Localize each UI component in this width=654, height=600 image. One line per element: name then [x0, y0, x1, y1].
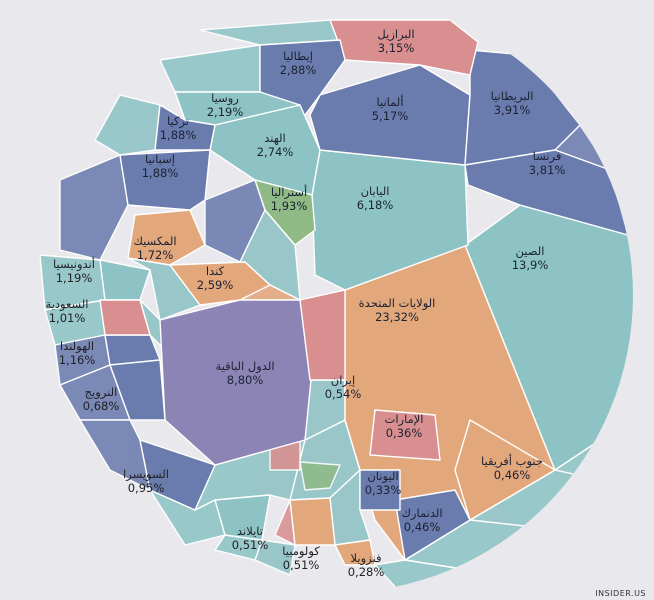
- cell-spain: [119, 149, 211, 211]
- label-value-rest: 8,80%: [227, 373, 264, 387]
- label-value-australia: 1,93%: [271, 199, 308, 213]
- label-value-venezuela: 0,28%: [348, 565, 385, 579]
- label-value-colombia: 0,51%: [283, 558, 320, 572]
- label-value-thailand: 0,51%: [232, 538, 269, 552]
- watermark: INSIDER.US: [595, 589, 646, 598]
- cell-venezuela: [334, 539, 376, 566]
- label-value-mexico: 1,72%: [137, 248, 174, 262]
- label-name-venezuela: فنزويلا: [351, 551, 382, 566]
- label-value-uk: 3,91%: [494, 103, 531, 117]
- label-name-canada: كندا: [206, 264, 225, 278]
- label-name-brazil: البرازيل: [377, 27, 414, 42]
- label-name-spain: إسبانيا: [145, 152, 175, 166]
- cell-greece: [359, 469, 401, 511]
- label-name-russia: روسيا: [211, 91, 239, 106]
- label-name-netherlands: الهولندا: [60, 339, 94, 354]
- label-value-switzerland: 0,95%: [128, 481, 165, 495]
- cell-colombia: [289, 497, 336, 546]
- label-value-usa: 23,32%: [375, 310, 419, 324]
- label-value-indonesia: 1,19%: [56, 271, 93, 285]
- cell-uae: [369, 409, 441, 461]
- cell-mexico: [127, 209, 206, 266]
- cell-russia: [174, 91, 301, 126]
- label-value-india: 2,74%: [257, 145, 294, 159]
- label-name-germany: ألمانيا: [376, 94, 403, 109]
- label-name-france: فرنسا: [533, 149, 562, 164]
- cell-turkey: [154, 104, 216, 151]
- filler-cell-17: [374, 559, 501, 593]
- label-name-colombia: كولومبيا: [282, 544, 320, 559]
- label-value-saudi: 1,01%: [49, 311, 86, 325]
- label-value-southafrica: 0,46%: [494, 468, 531, 482]
- label-value-germany: 5,17%: [372, 109, 409, 123]
- label-value-brazil: 3,15%: [378, 41, 415, 55]
- label-name-china: الصين: [516, 244, 545, 259]
- filler-cell-0: [59, 154, 129, 261]
- label-value-norway: 0,68%: [83, 399, 120, 413]
- label-name-iran: إيران: [331, 373, 355, 388]
- cell-norway: [109, 359, 166, 421]
- label-value-italy: 2,88%: [280, 63, 317, 77]
- label-value-uae: 0,36%: [386, 426, 423, 440]
- cell-switzerland: [139, 439, 216, 511]
- label-value-japan: 6,18%: [357, 198, 394, 212]
- label-name-indonesia: أندونيسيا: [53, 256, 95, 272]
- label-name-italy: إيطاليا: [283, 49, 313, 63]
- label-name-southafrica: جنوب أفريقيا: [481, 453, 543, 469]
- label-value-russia: 2,19%: [207, 105, 244, 119]
- label-name-greece: اليونان: [367, 469, 398, 484]
- cell-iran: [299, 289, 346, 381]
- label-value-spain: 1,88%: [142, 166, 179, 180]
- label-value-netherlands: 1,16%: [59, 353, 96, 367]
- label-name-uae: الإمارات: [385, 412, 424, 427]
- label-value-greece: 0,33%: [365, 483, 402, 497]
- cell-thailand: [214, 494, 271, 541]
- filler-cell-32: [299, 461, 341, 491]
- label-name-australia: أستراليا: [271, 184, 307, 200]
- label-name-japan: اليابان: [361, 184, 390, 198]
- label-name-norway: النرويج: [85, 385, 118, 400]
- label-name-thailand: تايلاند: [237, 524, 263, 538]
- label-name-switzerland: السويسرا: [123, 467, 169, 482]
- label-value-turkey: 1,88%: [160, 128, 197, 142]
- label-value-canada: 2,59%: [197, 278, 234, 292]
- cell-australia: [254, 179, 316, 246]
- cell-denmark: [394, 489, 471, 561]
- label-name-india: الهند: [264, 131, 286, 145]
- cell-canada: [169, 261, 271, 306]
- label-value-denmark: 0,46%: [404, 520, 441, 534]
- label-name-uk: البريطانيا: [491, 89, 534, 104]
- label-name-rest: الدول الباقية: [215, 359, 274, 374]
- cells-layer: [39, 19, 633, 593]
- label-value-china: 13,9%: [512, 258, 549, 272]
- cell-rest: [159, 299, 316, 466]
- label-name-saudi: السعودية: [46, 297, 89, 312]
- label-value-france: 3,81%: [529, 163, 566, 177]
- label-name-denmark: الدنمارك: [401, 506, 442, 521]
- filler-cell-7: [94, 94, 161, 156]
- label-name-turkey: تركيا: [167, 114, 189, 129]
- cell-saudi: [99, 299, 151, 336]
- label-name-mexico: المكسيك: [133, 234, 176, 248]
- label-value-iran: 0,54%: [325, 387, 362, 401]
- filler-cell-8: [159, 44, 261, 93]
- label-name-usa: الولايات المتحدة: [359, 296, 436, 311]
